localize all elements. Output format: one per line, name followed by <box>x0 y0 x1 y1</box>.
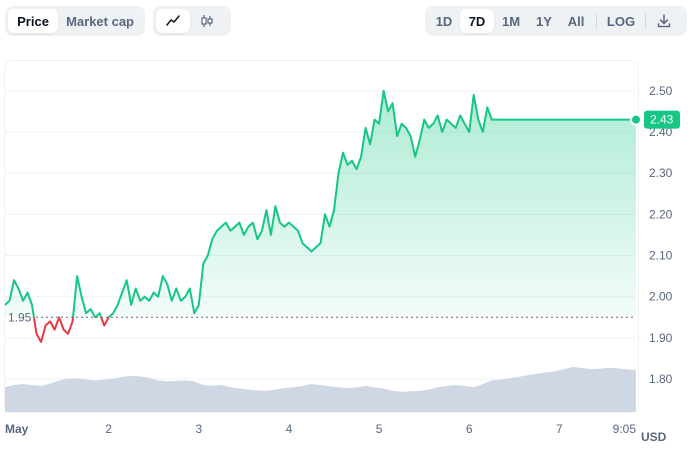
range-1y[interactable]: 1Y <box>536 13 552 29</box>
x-tick-label: 2 <box>105 422 112 436</box>
price-area-fill <box>5 90 636 318</box>
current-price-label: 2.43 <box>650 113 674 127</box>
log-scale-toggle[interactable]: LOG <box>606 13 636 29</box>
x-axis: May 2 3 4 5 6 7 9:05 <box>5 422 636 436</box>
y-tick-label: 2.30 <box>649 166 673 180</box>
candlestick-button[interactable] <box>190 9 224 33</box>
range-group: 1D 7D 1M 1Y All LOG <box>425 6 687 36</box>
x-tick-label: 6 <box>466 422 473 436</box>
candlestick-icon <box>201 15 213 27</box>
range-divider <box>596 13 597 29</box>
y-tick-label: 1.90 <box>649 331 673 345</box>
y-tick-label: 1.80 <box>649 372 673 386</box>
current-price-dot <box>630 113 642 126</box>
x-tick-label: 3 <box>195 422 202 436</box>
metric-tab-group: Price Market cap <box>5 6 145 36</box>
range-1m[interactable]: 1M <box>501 13 521 29</box>
currency-unit-label: USD <box>641 430 667 444</box>
y-tick-label: 2.00 <box>649 290 673 304</box>
tab-price[interactable]: Price <box>8 9 59 33</box>
y-tick-label: 2.20 <box>649 207 673 221</box>
range-all[interactable]: All <box>567 13 585 29</box>
chart-type-group <box>153 6 231 36</box>
tab-market-cap[interactable]: Market cap <box>66 13 134 29</box>
log-divider <box>645 13 646 29</box>
x-tick-label: 4 <box>286 422 293 436</box>
baseline-label: 1.95 <box>8 310 32 324</box>
y-tick-label: 2.50 <box>649 84 673 98</box>
chart-toolbar: Price Market cap 1D 7D 1M 1Y All LOG <box>0 0 692 44</box>
y-tick-label: 2.10 <box>649 249 673 263</box>
range-1d[interactable]: 1D <box>435 13 453 29</box>
line-chart-icon <box>166 15 180 26</box>
x-tick-label: May <box>5 422 29 436</box>
range-7d[interactable]: 7D <box>460 9 494 33</box>
x-tick-label: 9:05 <box>613 422 637 436</box>
y-axis: 1.801.902.002.102.202.302.402.50 <box>649 84 673 386</box>
plot-frame <box>4 60 639 413</box>
price-line-above-baseline <box>4 89 636 318</box>
price-chart[interactable]: 1.95 1.801.902.002.102.202.302.402.50 Ma… <box>0 44 692 452</box>
x-tick-label: 7 <box>556 422 563 436</box>
x-tick-label: 5 <box>376 422 383 436</box>
download-button[interactable] <box>650 9 678 33</box>
volume-area <box>5 367 636 412</box>
download-icon <box>657 14 671 28</box>
line-chart-button[interactable] <box>156 9 190 33</box>
current-price-badge <box>644 110 680 129</box>
